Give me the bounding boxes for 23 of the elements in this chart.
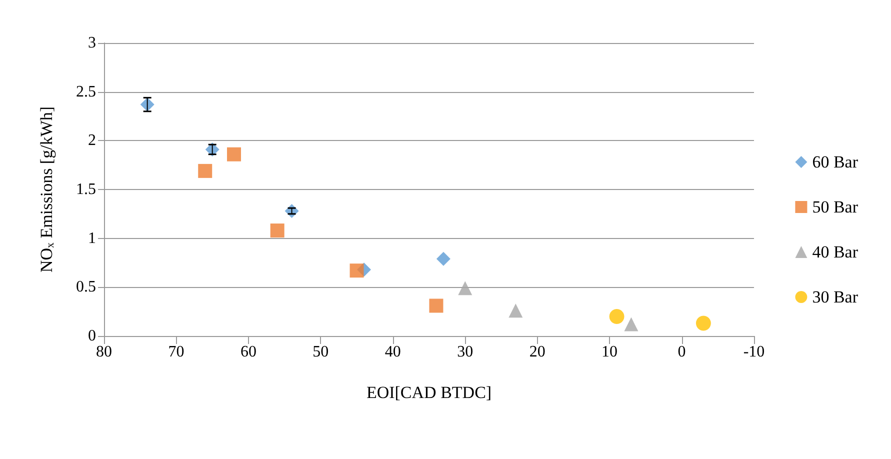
y-tick-label: 1.5 <box>76 181 96 198</box>
x-axis-title: EOI[CAD BTDC] <box>366 383 492 402</box>
x-tick-label: 40 <box>384 344 401 360</box>
x-tick-label: 80 <box>96 344 112 360</box>
x-tick-label: -10 <box>743 344 765 360</box>
y-tick-label: 0.5 <box>76 278 96 296</box>
x-tick-label: 20 <box>529 344 546 360</box>
y-tick-label: 2 <box>88 132 96 150</box>
x-tick-label: 70 <box>168 344 184 360</box>
legend-label: 60 Bar <box>812 152 858 172</box>
legend-label: 40 Bar <box>812 242 858 262</box>
y-axis-title: NOx Emissions [g/kWh] <box>37 106 56 273</box>
y-tick-label: 1 <box>88 230 96 247</box>
x-tick-label: 30 <box>457 344 474 360</box>
legend-label: 50 Bar <box>812 198 858 216</box>
y-tick-label: 3 <box>88 34 96 52</box>
x-tick-label: 60 <box>240 344 256 360</box>
y-tick-label: 0 <box>88 328 96 344</box>
y-tick-label: 2.5 <box>76 83 96 100</box>
legend-label: 30 Bar <box>812 288 858 306</box>
x-tick-label: 0 <box>678 344 686 360</box>
x-tick-label: 10 <box>602 344 618 360</box>
x-tick-label: 50 <box>312 344 329 360</box>
